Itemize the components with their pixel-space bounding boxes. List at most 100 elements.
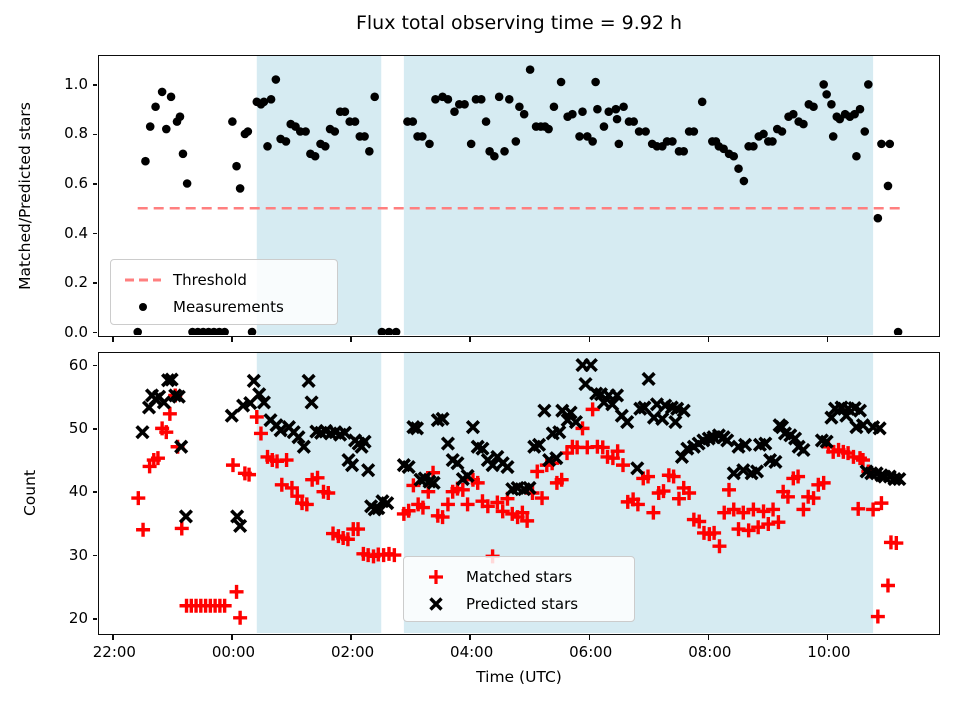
- data-point: [494, 92, 504, 102]
- data-point: [320, 142, 330, 151]
- data-point: [827, 99, 836, 109]
- ytick-label-top: 0.6: [64, 173, 88, 192]
- data-point: [641, 469, 656, 484]
- data-point: [746, 502, 761, 517]
- xtick-bottom: [231, 635, 233, 640]
- ytick-bottom: [92, 491, 97, 494]
- data-point: [252, 387, 267, 402]
- xtick-bottom: [826, 635, 829, 640]
- data-point: [344, 458, 360, 473]
- data-point: [605, 397, 620, 412]
- data-point: [141, 156, 150, 166]
- data-point: [465, 420, 481, 435]
- data-point: [679, 147, 689, 156]
- data-point: [242, 467, 257, 482]
- ytick-top: [92, 282, 97, 284]
- data-point: [156, 395, 171, 410]
- data-point: [880, 578, 895, 593]
- data-point: [426, 475, 441, 490]
- data-point: [131, 491, 146, 506]
- data-point: [852, 151, 861, 161]
- data-point: [370, 92, 379, 102]
- data-point: [157, 87, 167, 97]
- data-point: [634, 127, 644, 136]
- data-point: [656, 484, 671, 499]
- data-point: [872, 421, 887, 436]
- data-point: [630, 461, 645, 476]
- data-point: [641, 127, 650, 136]
- data-point: [791, 469, 806, 484]
- data-point: [415, 500, 430, 515]
- data-point: [552, 425, 567, 440]
- data-point: [668, 414, 683, 430]
- data-point: [178, 509, 194, 524]
- xtick-label-0600: 06:00: [569, 643, 613, 661]
- data-point: [450, 107, 459, 117]
- data-point: [549, 451, 564, 466]
- data-point: [515, 505, 530, 520]
- data-point: [162, 406, 177, 421]
- data-point: [500, 147, 509, 156]
- data-point: [734, 164, 743, 173]
- xtick-bottom: [350, 635, 352, 640]
- data-point: [174, 521, 189, 536]
- data-point: [273, 423, 288, 438]
- data-point: [806, 491, 821, 506]
- xtick-label-0800: 08:00: [688, 643, 732, 661]
- data-point: [604, 107, 614, 117]
- ytick-label-bottom: 20: [68, 608, 88, 627]
- data-point: [666, 469, 681, 484]
- data-point: [159, 425, 174, 440]
- xtick-bottom: [707, 635, 710, 640]
- data-point: [796, 442, 811, 457]
- data-point: [629, 117, 639, 126]
- data-point: [751, 520, 766, 535]
- ytick-label-bottom: 50: [68, 418, 88, 437]
- ytick-label-bottom: 40: [68, 482, 88, 501]
- data-point: [133, 327, 143, 335]
- legend-item-measurements: Measurements: [121, 293, 327, 320]
- data-point: [440, 497, 455, 512]
- data-point: [235, 184, 245, 193]
- data-point: [409, 421, 425, 436]
- data-point: [161, 373, 176, 388]
- data-point: [291, 430, 306, 445]
- data-point: [351, 522, 366, 537]
- data-point: [889, 536, 904, 551]
- data-point: [549, 102, 559, 112]
- data-point: [749, 142, 758, 151]
- data-point: [531, 437, 547, 452]
- data-point: [712, 539, 727, 554]
- data-point: [511, 137, 521, 146]
- ytick-label-bottom: 60: [68, 355, 88, 374]
- data-point: [855, 104, 865, 114]
- data-point: [595, 440, 610, 455]
- data-point: [759, 129, 768, 139]
- data-point: [824, 410, 839, 425]
- data-point: [182, 179, 192, 188]
- data-point: [537, 403, 552, 418]
- data-point: [178, 149, 188, 159]
- data-point: [883, 181, 893, 191]
- data-point: [233, 610, 248, 625]
- data-point: [135, 425, 150, 440]
- data-point: [855, 453, 870, 468]
- data-point: [299, 497, 314, 512]
- data-point: [485, 458, 500, 473]
- data-point: [435, 510, 450, 525]
- data-point: [689, 127, 699, 136]
- data-point: [736, 463, 751, 478]
- ytick-label-top: 0.8: [64, 124, 88, 143]
- data-point: [578, 376, 593, 392]
- data-point: [174, 439, 189, 454]
- data-point: [361, 463, 376, 478]
- data-point: [864, 80, 873, 89]
- data-point: [136, 522, 151, 537]
- data-point: [796, 502, 811, 517]
- data-point: [350, 117, 360, 126]
- data-point: [229, 584, 244, 599]
- data-point: [217, 598, 232, 613]
- legend-bottom: Matched stars Predicted stars: [403, 556, 635, 622]
- data-point: [756, 504, 771, 519]
